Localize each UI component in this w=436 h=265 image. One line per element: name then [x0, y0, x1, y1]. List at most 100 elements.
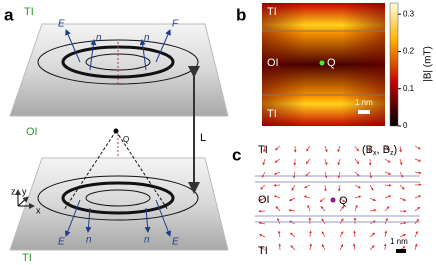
field-arrow: [324, 171, 328, 179]
field-arrow: [399, 145, 403, 153]
field-arrow: [384, 206, 390, 212]
coordinate-axes: [15, 189, 35, 209]
field-arrow: [339, 244, 344, 251]
layer-label: TI: [258, 245, 268, 257]
field-arrow: [414, 145, 421, 150]
field-arrow: [414, 243, 418, 251]
field-arrow: [399, 184, 405, 190]
field-arrow: [319, 197, 326, 203]
vector-label: n: [144, 33, 150, 44]
field-arrow: [273, 183, 281, 187]
field-arrow: [399, 234, 407, 238]
vector-label: n: [86, 235, 92, 246]
colorbar-tick-label: 0.1: [403, 84, 415, 93]
text: z: [390, 150, 394, 157]
field-arrow: [384, 171, 392, 175]
top-vectors: [65, 29, 171, 71]
field-arrow: [337, 171, 341, 179]
point-label: Q: [123, 135, 129, 144]
field-arrow: [354, 145, 359, 152]
field-arrow: [369, 220, 376, 225]
axis-label: z: [11, 186, 16, 196]
field-arrow: [321, 244, 326, 251]
field-arrow: [339, 197, 346, 203]
colorbar: [389, 2, 399, 127]
layer-label: TI: [258, 144, 268, 156]
vector-label: n: [144, 235, 150, 246]
field-arrow: [320, 205, 326, 212]
panel-label: b: [236, 5, 246, 24]
field-arrow: [321, 231, 326, 238]
field-arrow: [258, 221, 266, 225]
layer-label: OI: [267, 57, 279, 69]
bottom-plane: [9, 157, 229, 251]
panel-b: b TI OI TI Q 1 nm 0 0.1 0.2 0.3 |B| (mT): [236, 2, 434, 130]
field-arrow: [384, 230, 388, 238]
distance-label: L: [200, 132, 206, 144]
field-arrow: [369, 197, 377, 201]
vector-label: E: [58, 19, 65, 30]
colorbar-label: |B| (mT): [423, 46, 434, 82]
field-arrow: [258, 234, 266, 238]
axis-label: y: [22, 186, 27, 196]
field-arrow: [414, 206, 421, 212]
colorbar-tick-label: 0.2: [403, 47, 415, 56]
layer-label: TI: [22, 252, 32, 264]
colorbar-tick-label: 0: [403, 121, 408, 130]
field-arrow: [290, 245, 296, 251]
field-arrows: [258, 145, 422, 251]
field-arrow: [277, 230, 281, 238]
bottom-vectors: [65, 199, 171, 237]
field-arrow: [414, 218, 419, 225]
field-arrow: [399, 197, 407, 201]
field-arrow: [354, 195, 362, 199]
field-arrow: [321, 218, 326, 225]
field-arrow: [339, 205, 345, 212]
field-arrow: [384, 195, 392, 199]
field-arrow: [309, 243, 313, 251]
field-arrow: [384, 158, 391, 163]
field-arrow: [306, 145, 311, 152]
field-arrow: [354, 204, 358, 212]
field-arrow: [384, 183, 392, 187]
field-arrow: [337, 158, 341, 166]
field-arrow: [289, 232, 296, 238]
layer-label: TI: [267, 108, 277, 120]
colorbar-tick-label: 0.3: [403, 9, 415, 18]
field-arrow: [258, 197, 266, 201]
field-arrow: [259, 246, 266, 251]
field-arrow: [309, 230, 312, 238]
field-arrow: [354, 158, 360, 165]
sight-lines: [63, 130, 169, 211]
field-arrow: [369, 208, 377, 212]
panel-label: a: [4, 5, 14, 24]
vector-label: F: [172, 19, 179, 30]
field-arrow: [353, 230, 356, 238]
field-arrow: [274, 145, 281, 151]
field-arrow: [369, 232, 376, 238]
field-arrow: [414, 230, 418, 238]
field-arrow: [304, 184, 311, 189]
field-arrow: [273, 171, 281, 175]
vector-label: n: [96, 33, 102, 44]
field-arrow: [369, 245, 375, 251]
field-arrow: [384, 145, 391, 151]
field-arrow: [384, 217, 388, 225]
field-arrow: [262, 158, 266, 166]
layer-label: TI: [24, 6, 34, 18]
field-arrow: [414, 158, 422, 162]
field-arrow: [305, 171, 311, 177]
field-arrow: [339, 218, 344, 225]
field-arrow: [354, 184, 361, 189]
field-arrow: [260, 184, 266, 190]
field-arrow: [288, 208, 296, 212]
field-arrow: [354, 171, 360, 177]
field-arrow: [369, 184, 374, 191]
field-arrow: [262, 145, 266, 153]
panel-a: a TI E n n F OI Q E n n E TI L z y x: [4, 5, 229, 264]
field-arrow: [414, 195, 422, 199]
field-arrow: [289, 220, 296, 225]
scale-bar: [396, 249, 406, 253]
field-arrow: [324, 145, 328, 153]
